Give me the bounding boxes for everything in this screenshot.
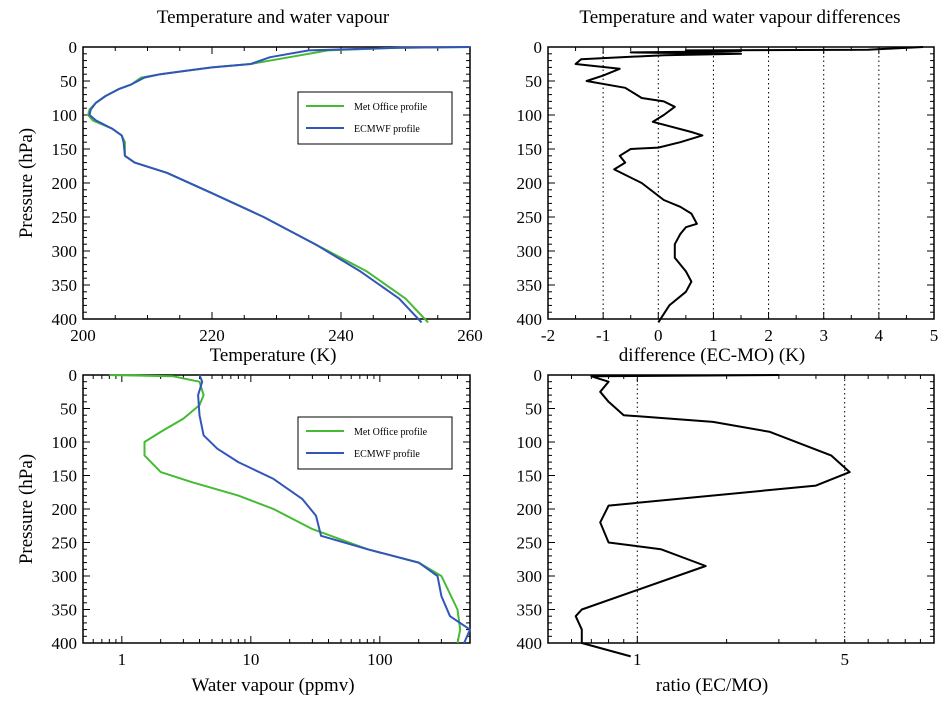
chart-title: Temperature and water vapour differences xyxy=(579,7,900,28)
x-tick-label: 5 xyxy=(840,650,849,669)
x-tick-label: 1 xyxy=(709,326,718,345)
y-tick-label: 200 xyxy=(517,500,543,519)
series-line-met-office-profile xyxy=(109,374,462,644)
series-line-met-office-profile xyxy=(87,46,471,324)
x-tick-label: 3 xyxy=(819,326,828,345)
y-tick-label: 50 xyxy=(60,400,77,419)
y-tick-label: 0 xyxy=(69,38,78,57)
x-tick-label: -2 xyxy=(541,326,555,345)
panel-temperature: Temperature and water vapour Temperature… xyxy=(16,7,483,366)
y-tick-label: 0 xyxy=(69,366,78,385)
y-tick-label: 50 xyxy=(60,72,77,91)
plot-frame xyxy=(547,46,935,320)
y-tick-label: 50 xyxy=(525,400,542,419)
y-tick-label: 350 xyxy=(52,276,78,295)
plot-frame xyxy=(82,46,471,320)
y-tick-label: 300 xyxy=(52,242,78,261)
y-axis-label: Pressure (hPa) xyxy=(16,128,37,238)
y-tick-label: 100 xyxy=(517,106,543,125)
y-tick-label: 250 xyxy=(52,534,78,553)
y-tick-label: 400 xyxy=(52,634,78,653)
legend-box xyxy=(297,91,453,145)
legend-label: ECMWF profile xyxy=(354,449,420,460)
x-tick-label: 100 xyxy=(367,650,393,669)
x-tick-label: -1 xyxy=(596,326,610,345)
legend-label: Met Office profile xyxy=(354,102,428,113)
chart-title: Temperature and water vapour xyxy=(157,7,390,28)
y-tick-label: 300 xyxy=(517,567,543,586)
panel-water-vapour: Water vapour (ppmv) Pressure (hPa) 0 50 10… xyxy=(16,366,471,696)
y-tick-label: 200 xyxy=(52,500,78,519)
y-tick-label: 150 xyxy=(517,467,543,486)
plot-frame xyxy=(82,374,471,644)
x-tick-label: 200 xyxy=(70,326,96,345)
x-tick-label: 10 xyxy=(242,650,259,669)
y-tick-label: 250 xyxy=(517,208,543,227)
panel-temperature-differences: Temperature and water vapour differences… xyxy=(517,7,939,366)
y-tick-label: 300 xyxy=(517,242,543,261)
y-tick-label: 100 xyxy=(517,433,543,452)
legend-label: ECMWF profile xyxy=(354,124,420,135)
y-tick-label: 100 xyxy=(52,433,78,452)
x-tick-label: 260 xyxy=(457,326,483,345)
y-tick-label: 200 xyxy=(52,174,78,193)
y-tick-label: 100 xyxy=(52,106,78,125)
x-tick-label: 0 xyxy=(654,326,663,345)
series-line-ecmwf-profile xyxy=(197,374,471,644)
x-tick-label: 1 xyxy=(633,650,642,669)
x-axis-label: ratio (EC/MO) xyxy=(656,675,768,696)
y-tick-label: 400 xyxy=(52,310,78,329)
x-tick-label: 2 xyxy=(764,326,773,345)
panel-water-vapour-ratio: ratio (EC/MO) 0 50 100 150 200 250 300 350 400 1 5 xyxy=(517,366,935,696)
x-tick-label: 1 xyxy=(118,650,127,669)
y-tick-label: 350 xyxy=(517,276,543,295)
x-axis-label: Water vapour (ppmv) xyxy=(191,675,354,696)
y-tick-label: 150 xyxy=(52,140,78,159)
y-tick-label: 150 xyxy=(517,140,543,159)
y-tick-label: 0 xyxy=(534,366,543,385)
legend-label: Met Office profile xyxy=(354,427,428,438)
series-line xyxy=(574,374,851,658)
y-tick-label: 200 xyxy=(517,174,543,193)
x-tick-label: 220 xyxy=(199,326,225,345)
y-tick-label: 250 xyxy=(52,208,78,227)
y-tick-label: 350 xyxy=(517,601,543,620)
y-tick-label: 400 xyxy=(517,310,543,329)
y-axis-label: Pressure (hPa) xyxy=(16,454,37,564)
y-tick-label: 0 xyxy=(534,38,543,57)
x-tick-label: 4 xyxy=(875,326,884,345)
y-tick-label: 150 xyxy=(52,467,78,486)
y-tick-label: 300 xyxy=(52,567,78,586)
x-tick-label: 240 xyxy=(328,326,354,345)
series-line xyxy=(574,46,924,323)
y-tick-label: 350 xyxy=(52,601,78,620)
y-tick-label: 250 xyxy=(517,534,543,553)
x-tick-label: 5 xyxy=(930,326,939,345)
series-line-ecmwf-profile xyxy=(88,46,471,324)
x-axis-label: Temperature (K) xyxy=(210,345,337,366)
y-tick-label: 50 xyxy=(525,72,542,91)
y-tick-label: 400 xyxy=(517,634,543,653)
x-axis-label: difference (EC-MO) (K) xyxy=(619,345,805,366)
legend-box xyxy=(297,416,453,470)
